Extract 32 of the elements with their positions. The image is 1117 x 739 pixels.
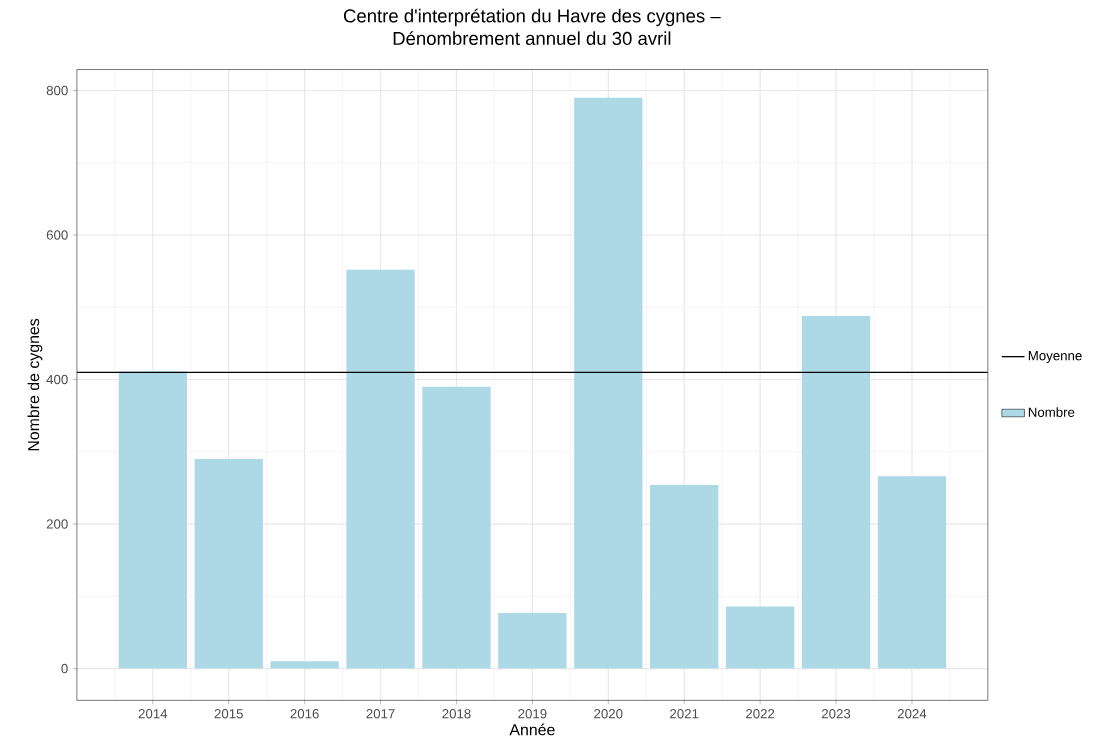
legend-label: Moyenne xyxy=(1028,351,1082,363)
bar xyxy=(346,269,415,669)
x-axis-title: Année xyxy=(509,723,555,736)
x-tick-label: 2024 xyxy=(897,708,927,719)
y-tick-label: 400 xyxy=(46,374,68,385)
bar xyxy=(574,97,643,669)
bar xyxy=(877,476,947,669)
x-tick-label: 2021 xyxy=(670,708,699,719)
bar xyxy=(194,458,263,669)
bar xyxy=(422,386,491,669)
x-tick-label: 2016 xyxy=(290,708,319,719)
bar xyxy=(650,484,719,669)
bar xyxy=(498,612,567,669)
x-tick-label: 2020 xyxy=(594,708,623,719)
y-tick-label: 0 xyxy=(61,663,68,674)
x-tick-label: 2018 xyxy=(442,708,471,719)
bar xyxy=(118,371,187,669)
bar xyxy=(801,315,871,669)
x-tick-label: 2017 xyxy=(366,708,395,719)
x-tick-label: 2022 xyxy=(746,708,775,719)
x-tick-label: 2015 xyxy=(214,708,243,719)
legend-label: Nombre xyxy=(1028,407,1075,417)
x-tick-label: 2019 xyxy=(518,708,547,719)
y-tick-label: 200 xyxy=(46,519,68,529)
x-tick-label: 2014 xyxy=(138,708,168,719)
y-tick-label: 800 xyxy=(46,85,68,96)
y-tick-label: 600 xyxy=(46,230,68,240)
bar xyxy=(725,606,795,669)
x-tick-label: 2023 xyxy=(821,708,851,719)
chart-title: Centre d'interprétation du Havre des cygnes – Dénombrement annuel du 30 avril xyxy=(343,8,721,45)
bar xyxy=(270,661,339,669)
y-axis-title: Nombre de cygnes xyxy=(27,318,43,451)
